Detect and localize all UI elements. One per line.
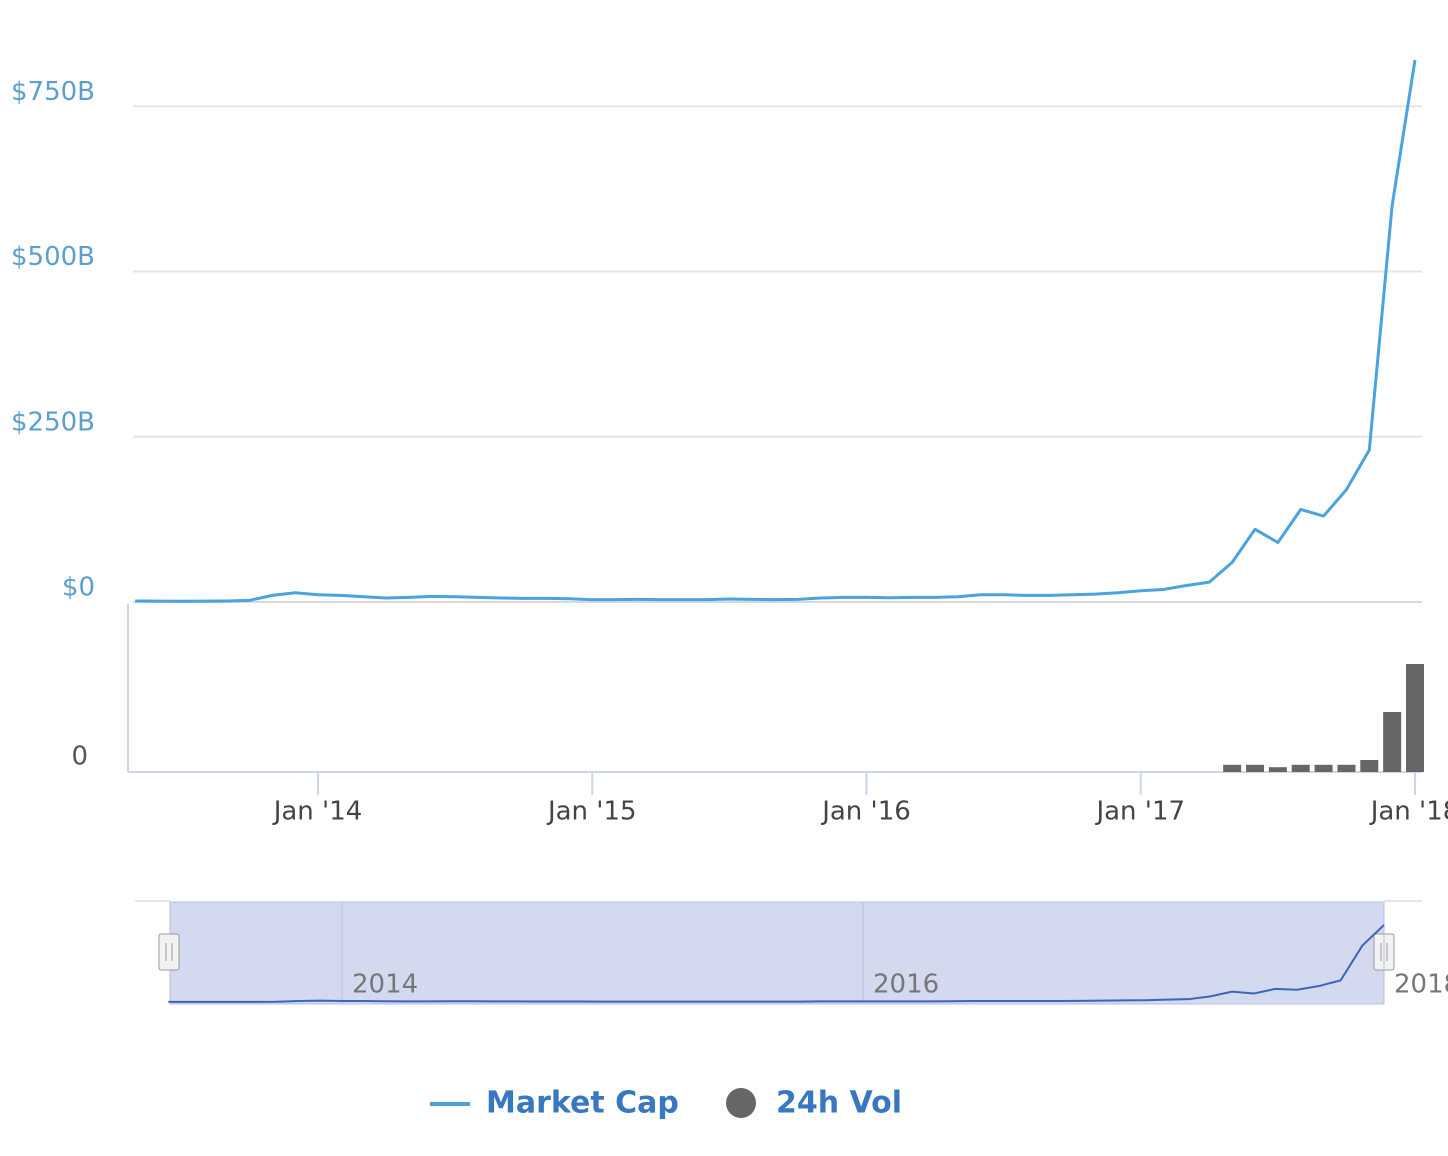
x-tick-label: Jan '17 xyxy=(1094,797,1185,827)
x-tick-label: Jan '16 xyxy=(820,797,911,827)
volume-bar xyxy=(1314,764,1333,772)
legend-label[interactable]: Market Cap xyxy=(486,1086,679,1121)
navigator-tick-label: 2018 xyxy=(1394,970,1448,1000)
volume-bar xyxy=(1337,764,1356,772)
y2-tick-label: 0 xyxy=(71,742,88,772)
volume-bar xyxy=(1246,764,1265,772)
y-tick-label: $750B xyxy=(11,77,95,107)
volume-bar xyxy=(1383,712,1402,772)
volume-bar xyxy=(1406,664,1424,772)
legend-dot-symbol xyxy=(726,1088,756,1118)
volume-bar xyxy=(1360,760,1379,772)
x-tick-label: Jan '14 xyxy=(272,797,363,827)
x-tick-label: Jan '18 xyxy=(1369,797,1448,827)
volume-bar xyxy=(1291,764,1310,772)
navigator-selection[interactable] xyxy=(169,901,1385,1005)
navigator-series xyxy=(168,924,1385,1003)
y-tick-label: $0 xyxy=(62,573,95,603)
legend-label[interactable]: 24h Vol xyxy=(776,1086,902,1121)
x-tick-label: Jan '15 xyxy=(546,797,637,827)
y-tick-label: $250B xyxy=(11,407,95,437)
navigator-tick-label: 2014 xyxy=(352,970,418,1000)
line-series xyxy=(135,59,1417,603)
volume-bar xyxy=(1268,767,1287,772)
volume-bar xyxy=(1223,764,1242,772)
navigator-tick-label: 2016 xyxy=(873,970,939,1000)
y-tick-label: $500B xyxy=(11,242,95,272)
navigator-handle-left[interactable] xyxy=(158,933,180,971)
